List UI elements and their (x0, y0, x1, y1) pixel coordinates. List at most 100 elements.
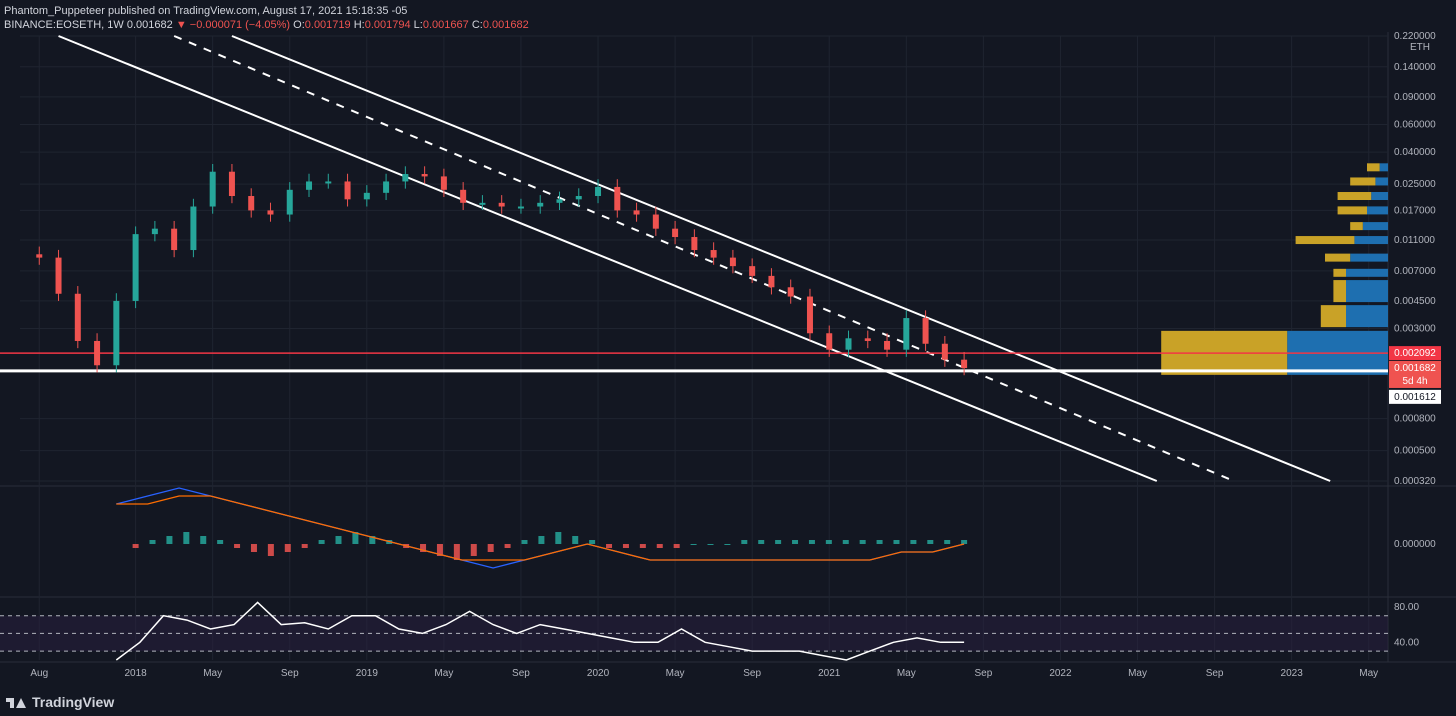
macd-histogram-bar (470, 544, 477, 556)
macd-histogram-bar (200, 536, 207, 544)
candle-body (421, 174, 428, 177)
x-tick-label: 2019 (356, 668, 379, 679)
x-tick-label: Sep (512, 668, 530, 679)
candle-body (652, 214, 659, 229)
candle-body (729, 257, 736, 267)
volume-profile-bar-down (1333, 268, 1346, 277)
macd-histogram-bar (656, 544, 663, 548)
candle-body (209, 171, 216, 207)
candle-body (537, 202, 544, 207)
chart-header: Phantom_Puppeteer published on TradingVi… (4, 4, 529, 32)
macd-histogram-bar (369, 536, 376, 544)
candle-body (267, 210, 274, 215)
macd-histogram-bar (555, 532, 562, 544)
candle-body (517, 206, 524, 209)
channel-trend-line (58, 35, 1158, 482)
rsi-line (115, 601, 965, 661)
rsi-band (0, 615, 1388, 652)
y-tick-label: 0.140000 (1394, 62, 1436, 73)
macd-histogram-bar (792, 540, 799, 544)
tradingview-logo-icon (6, 696, 26, 708)
candle-body (383, 181, 390, 193)
x-tick-label: May (666, 668, 685, 679)
macd-histogram-bar (927, 540, 934, 544)
y-tick-label: 0.060000 (1394, 120, 1436, 131)
price-change: −0.000071 (−4.05%) (189, 19, 291, 31)
candle-body (633, 210, 640, 215)
tradingview-branding: TradingView (6, 694, 114, 710)
y-tick-label: 0.007000 (1394, 266, 1436, 277)
candle-body (961, 359, 968, 369)
candle-body (672, 228, 679, 238)
candle-body (344, 181, 351, 200)
countdown-label: 5d 4h (1402, 376, 1427, 387)
macd-histogram-bar (775, 540, 782, 544)
candle-body (36, 254, 43, 258)
volume-profile-bar-down (1350, 222, 1363, 231)
y-tick-label: 0.000500 (1394, 446, 1436, 457)
x-tick-label: Sep (743, 668, 761, 679)
y-axis-unit: ETH (1410, 42, 1430, 53)
x-tick-label: Aug (30, 668, 48, 679)
candle-body (826, 333, 833, 350)
x-tick-label: Sep (974, 668, 992, 679)
macd-signal-line (116, 495, 965, 561)
volume-profile-bar-up (1354, 236, 1388, 245)
candle-body (575, 196, 582, 200)
candle-body (479, 202, 486, 205)
candle-body (440, 176, 447, 190)
macd-histogram-bar (453, 544, 460, 560)
candle-body (151, 228, 158, 235)
volume-profile-bar-up (1346, 305, 1388, 328)
macd-histogram-bar (961, 540, 968, 544)
rsi-y-tick-label: 80.00 (1394, 602, 1419, 613)
candle-body (845, 338, 852, 350)
candle-body (556, 199, 563, 203)
open-label: O: (293, 19, 305, 31)
volume-profile-bar-up (1371, 192, 1388, 201)
candle-body (787, 287, 794, 297)
candle-body (228, 171, 235, 197)
candle-body (595, 186, 602, 197)
candle-body (306, 181, 313, 190)
macd-histogram-bar (944, 540, 951, 544)
candle-body (941, 343, 948, 360)
macd-histogram-bar (149, 540, 156, 544)
candle-body (691, 237, 698, 251)
support-price-label-bg (1389, 389, 1441, 404)
macd-histogram-bar (538, 536, 545, 544)
channel-trend-line (173, 35, 1235, 482)
open-value: 0.001719 (304, 19, 351, 31)
x-tick-label: 2023 (1281, 668, 1304, 679)
candle-body (171, 228, 178, 251)
close-label: C: (471, 19, 483, 31)
macd-histogram-bar (758, 540, 765, 544)
macd-histogram-bar (335, 536, 342, 544)
macd-histogram-bar (707, 544, 714, 545)
volume-profile-bar-up (1367, 206, 1388, 215)
last-price-label: 0.001682 (1394, 363, 1436, 374)
volume-profile-bar-down (1367, 163, 1380, 172)
x-tick-label: Sep (281, 668, 299, 679)
candle-body (864, 338, 871, 341)
last-price-label-bg (1389, 360, 1441, 375)
x-tick-label: May (1359, 668, 1378, 679)
y-tick-label: 0.000320 (1394, 476, 1436, 487)
macd-histogram-bar (250, 544, 257, 552)
volume-profile-bar-down (1325, 253, 1351, 262)
rsi-y-tick-label: 40.00 (1394, 637, 1419, 648)
symbol-ohlc: BINANCE:EOSETH, 1W 0.001682 ▼ −0.000071 … (4, 18, 529, 32)
candle-body (402, 174, 409, 182)
macd-histogram-bar (622, 544, 629, 548)
x-tick-label: 2021 (818, 668, 841, 679)
macd-histogram-bar (166, 536, 173, 544)
candle-body (55, 257, 62, 294)
volume-profile-bar-up (1362, 222, 1388, 231)
macd-histogram-bar (504, 544, 511, 548)
y-tick-label: 0.011000 (1394, 235, 1435, 246)
high-label: H: (353, 19, 365, 31)
symbol-label: BINANCE:EOSETH, 1W (4, 19, 124, 31)
channel-trend-line (231, 35, 1331, 482)
macd-histogram-bar (690, 544, 697, 545)
